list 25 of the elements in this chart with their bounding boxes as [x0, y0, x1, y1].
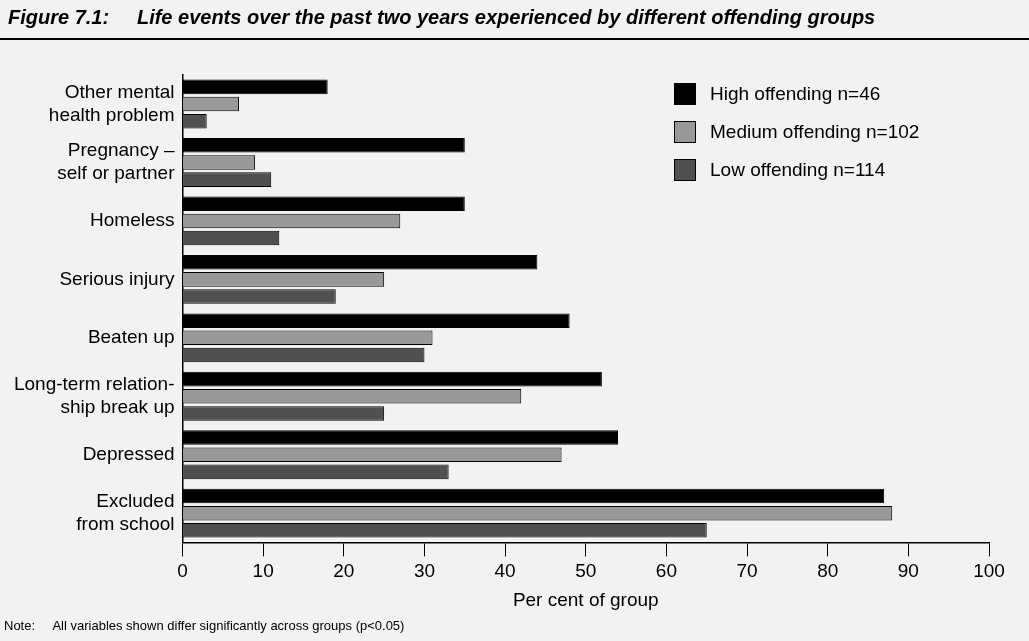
y-tick-label: Other mental health problem: [48, 80, 175, 125]
y-tick-label: Homeless: [90, 209, 175, 231]
y-tick-label: Serious injury: [59, 267, 176, 289]
x-tick-label: 40: [494, 560, 516, 582]
x-tick-label: 70: [736, 560, 758, 582]
y-tick-label: Depressed: [82, 442, 175, 464]
legend-label: Low offending n=114: [710, 158, 886, 181]
x-tick-label: 90: [897, 560, 919, 582]
chart-title: Figure 7.1: Life events over the past two years experienced by different offending groups: [8, 6, 876, 29]
x-tick-label: 80: [817, 560, 839, 582]
x-axis-title: Per cent of group: [512, 588, 659, 610]
y-tick-label: Beaten up: [87, 326, 175, 348]
x-tick-label: 60: [655, 560, 677, 582]
y-tick-label: Long-term relation- ship break up: [13, 373, 175, 417]
x-tick-label: 50: [575, 560, 597, 582]
text: Note: All variables shown differ significantly across groups (p<0.05): [4, 618, 405, 633]
y-tick-label: Pregnancy – self or partner: [57, 139, 176, 184]
x-tick-label: 0: [177, 560, 188, 582]
x-tick-label: 10: [252, 560, 274, 582]
x-tick-label: 100: [973, 560, 1005, 582]
x-tick-label: 30: [413, 560, 436, 582]
y-tick-label: Excluded from school: [76, 490, 175, 534]
x-tick-label: 20: [333, 560, 355, 582]
legend-label: High offending n=46: [710, 82, 881, 105]
legend-label: Medium offending n=102: [710, 120, 920, 143]
